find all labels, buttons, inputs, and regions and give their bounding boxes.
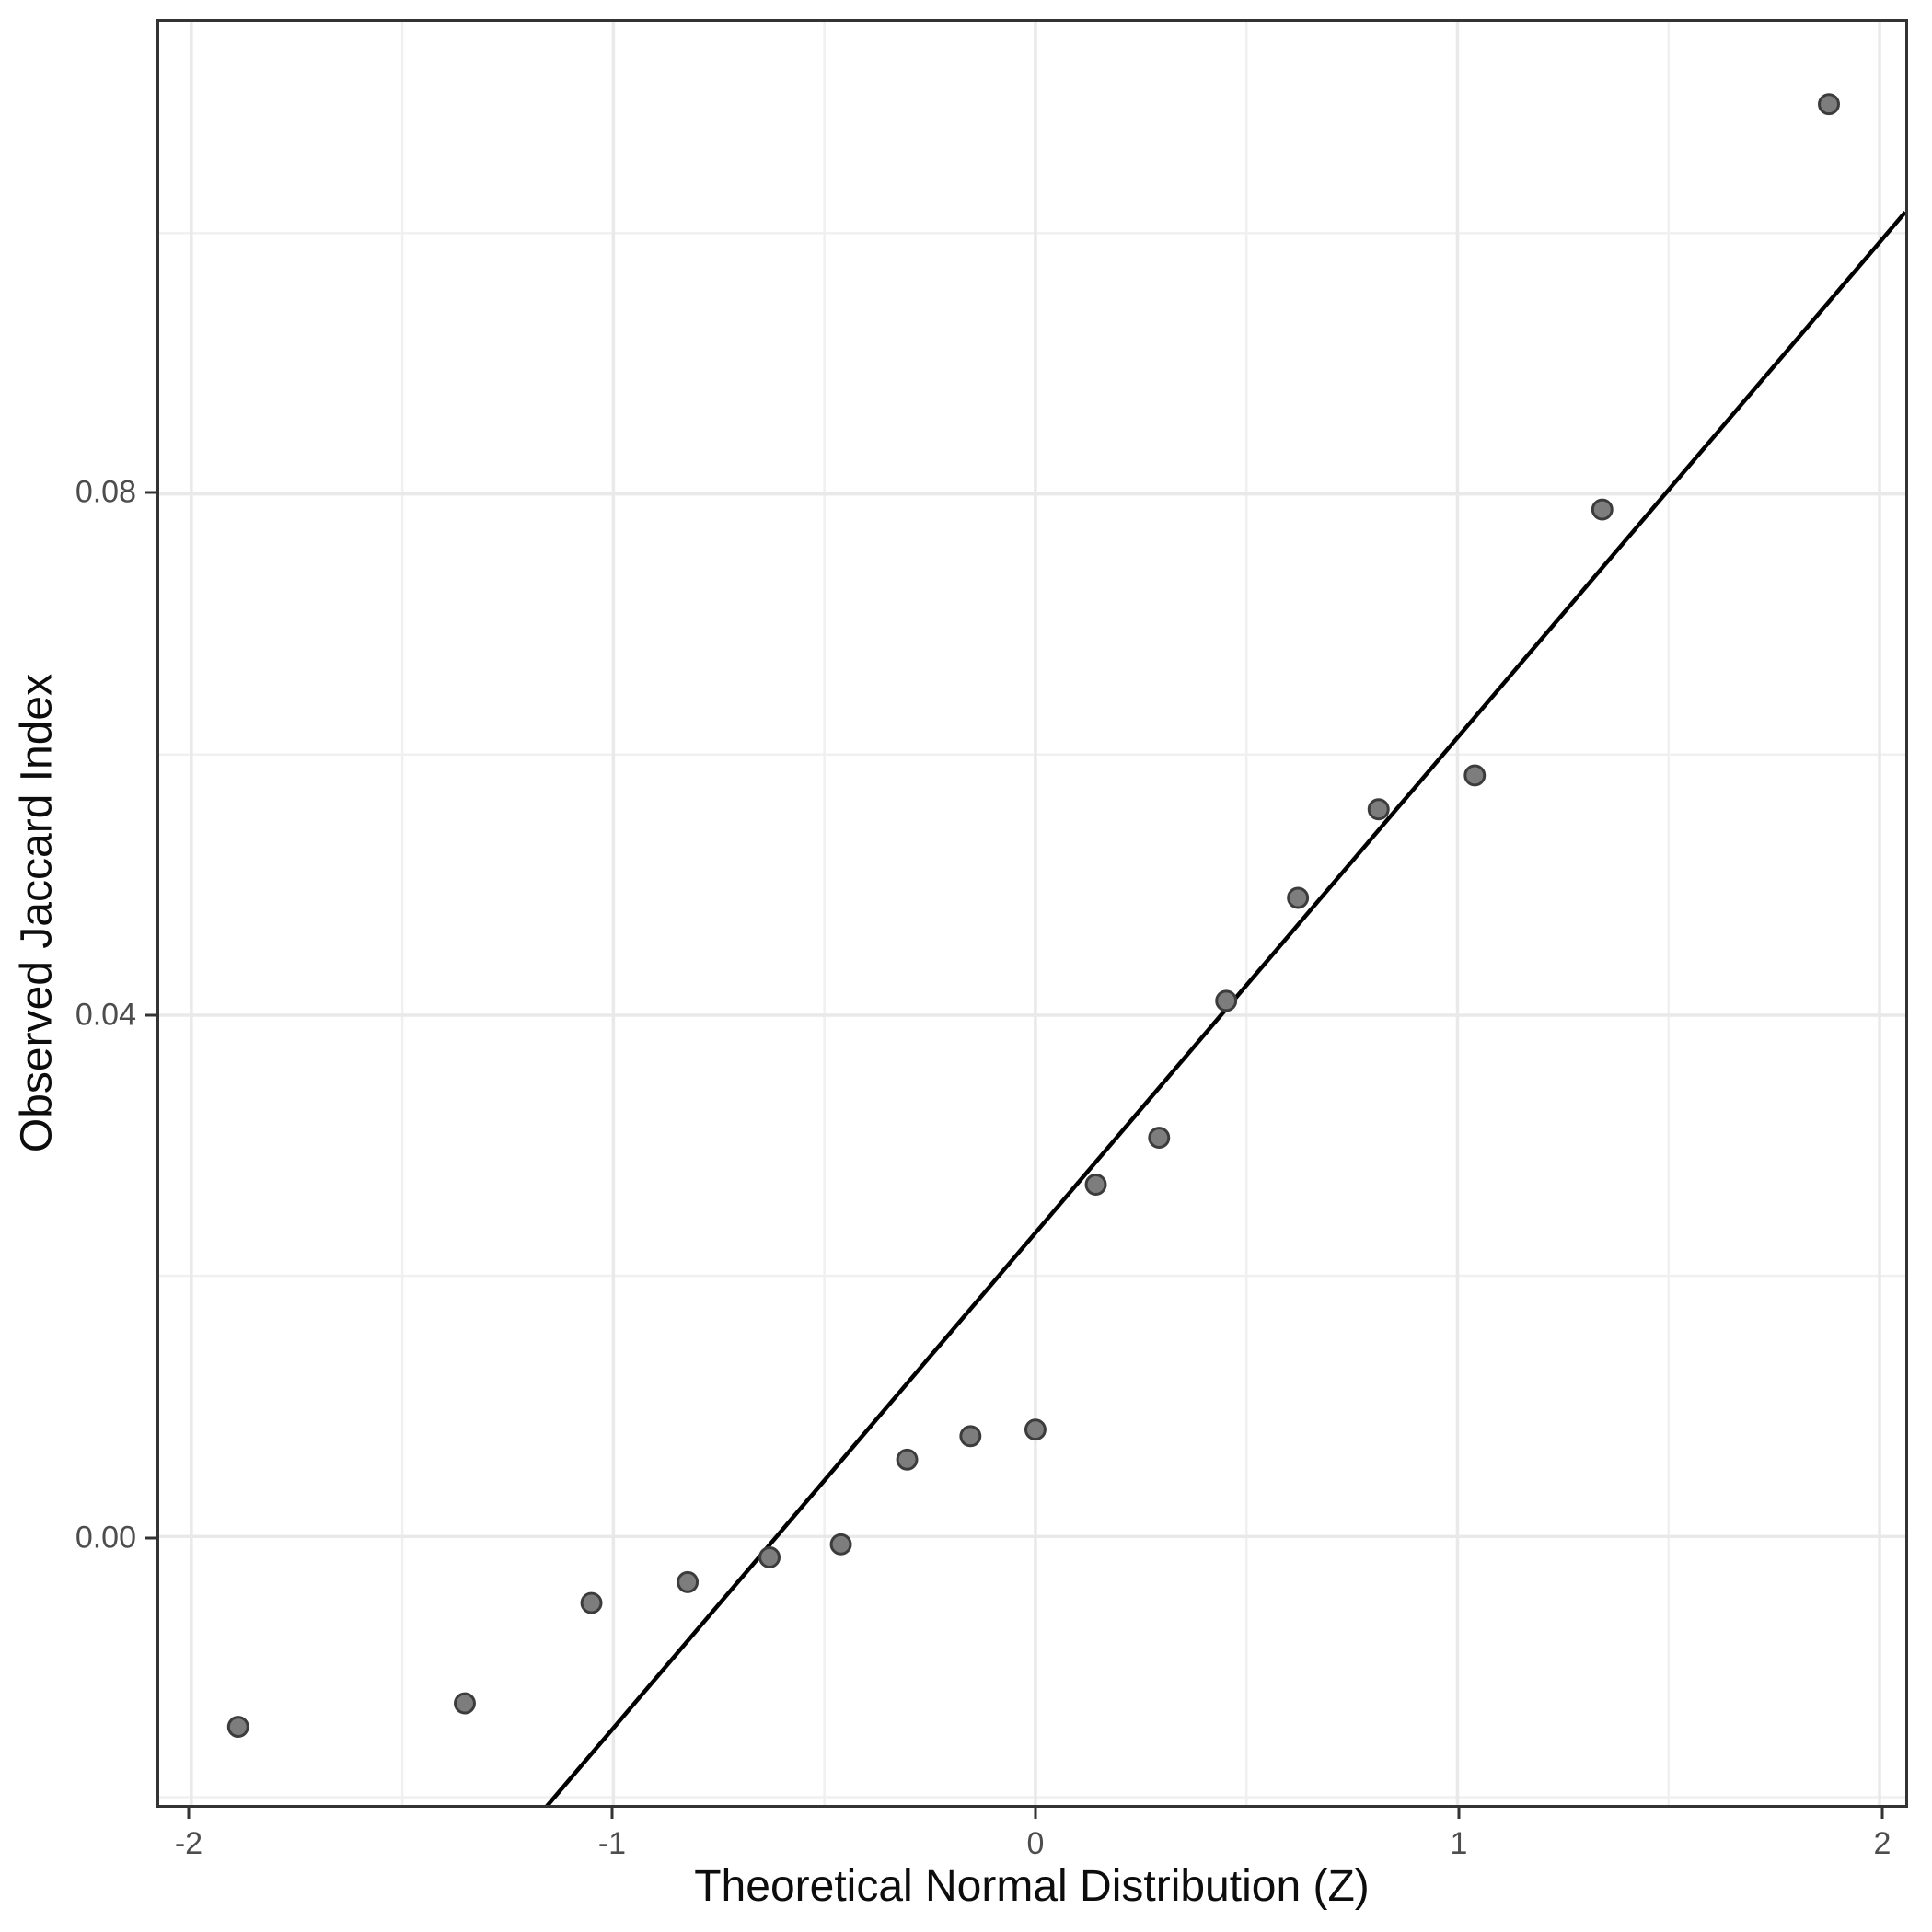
data-point <box>829 1533 852 1556</box>
y-tick-mark <box>145 491 156 494</box>
plot-panel <box>156 19 1908 1808</box>
y-tick-label: 0.04 <box>75 997 136 1033</box>
x-tick-label: -1 <box>597 1826 627 1861</box>
data-point <box>1367 798 1390 821</box>
data-point <box>1215 989 1238 1012</box>
data-point <box>1818 93 1840 116</box>
x-tick-label: -2 <box>174 1826 203 1861</box>
y-tick-mark <box>145 1536 156 1540</box>
x-tick-label: 1 <box>1450 1826 1468 1861</box>
qq-reference-line <box>545 211 1905 1805</box>
data-point <box>896 1448 919 1471</box>
data-point <box>1591 498 1614 521</box>
data-point <box>758 1546 781 1568</box>
x-tick-label: 0 <box>1026 1826 1045 1861</box>
data-point <box>1287 886 1310 909</box>
x-tick-mark <box>1034 1808 1037 1819</box>
data-point <box>959 1425 982 1448</box>
data-point <box>1463 764 1487 787</box>
y-tick-mark <box>145 1013 156 1017</box>
x-tick-mark <box>1457 1808 1461 1819</box>
data-point <box>677 1570 700 1593</box>
x-tick-mark <box>1880 1808 1884 1819</box>
x-tick-mark <box>610 1808 614 1819</box>
data-point <box>454 1692 476 1715</box>
x-axis-title: Theoretical Normal Distribution (Z) <box>694 1862 1370 1911</box>
x-tick-label: 2 <box>1873 1826 1892 1861</box>
data-point <box>580 1591 603 1614</box>
data-point <box>1148 1127 1171 1150</box>
plot-canvas <box>159 22 1905 1805</box>
data-point <box>1084 1174 1107 1196</box>
x-tick-mark <box>187 1808 191 1819</box>
y-tick-label: 0.08 <box>75 474 136 510</box>
data-point <box>226 1716 249 1739</box>
data-point <box>1024 1418 1047 1441</box>
y-axis-title: Observed Jaccard Index <box>12 673 62 1153</box>
y-tick-label: 0.00 <box>75 1520 136 1556</box>
